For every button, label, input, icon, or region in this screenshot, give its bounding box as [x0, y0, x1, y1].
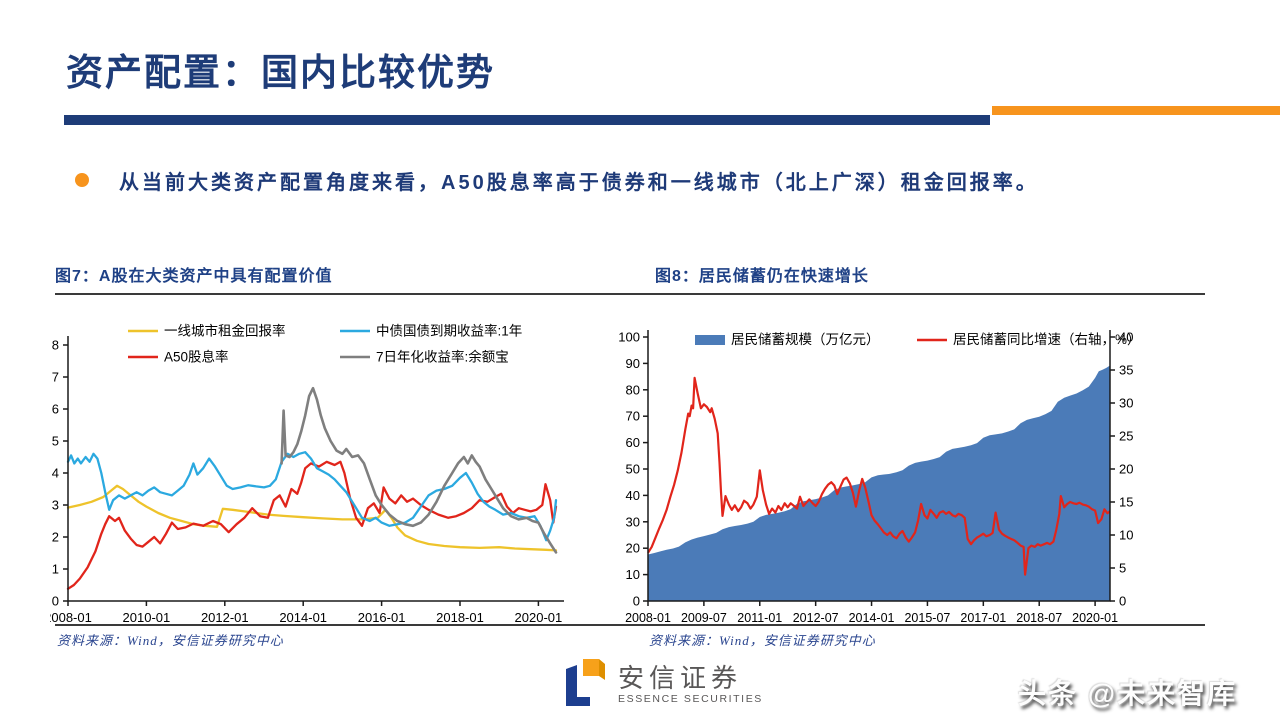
- figure8-caption: 图8：居民储蓄仍在快速增长: [655, 268, 869, 285]
- svg-text:2018-01: 2018-01: [436, 610, 484, 625]
- svg-text:A50股息率: A50股息率: [164, 349, 229, 365]
- svg-text:2010-01: 2010-01: [123, 610, 171, 625]
- svg-text:2012-01: 2012-01: [201, 610, 249, 625]
- svg-text:80: 80: [626, 382, 640, 397]
- svg-text:35: 35: [1119, 363, 1133, 378]
- figure8-area-chart: 0 10 20 30 40 50 60 70 80 90 100 0 5 10 15 20 25 30 35 40 20…: [618, 330, 1141, 626]
- svg-text:5: 5: [1119, 561, 1126, 576]
- svg-text:10: 10: [626, 567, 640, 582]
- figure8-source: 资料来源：Wind，安信证券研究中心: [649, 633, 876, 648]
- svg-text:居民储蓄规模（万亿元）: 居民储蓄规模（万亿元）: [731, 332, 880, 347]
- svg-text:2017-01: 2017-01: [960, 611, 1006, 625]
- svg-text:2020-01: 2020-01: [1072, 611, 1118, 625]
- svg-text:8: 8: [52, 338, 59, 353]
- svg-text:4: 4: [52, 466, 59, 481]
- svg-text:0: 0: [52, 594, 59, 609]
- figures-top-rule: [55, 293, 1205, 295]
- svg-text:15: 15: [1119, 495, 1133, 510]
- svg-text:50: 50: [626, 462, 640, 477]
- svg-text:6: 6: [52, 402, 59, 417]
- svg-text:2020-01: 2020-01: [515, 610, 563, 625]
- svg-text:40: 40: [1119, 330, 1133, 345]
- svg-text:20: 20: [626, 541, 640, 556]
- svg-text:100: 100: [618, 330, 640, 345]
- figure7-line-chart: 0 1 2 3 4 5 6 7 8 2008-01 2010-01 2012-01 2014-01 201…: [50, 323, 564, 625]
- svg-text:2014-01: 2014-01: [849, 611, 895, 625]
- svg-text:2: 2: [52, 530, 59, 545]
- svg-text:30: 30: [1119, 396, 1133, 411]
- svg-text:2015-07: 2015-07: [904, 611, 950, 625]
- svg-text:30: 30: [626, 514, 640, 529]
- svg-text:20: 20: [1119, 462, 1133, 477]
- svg-text:3: 3: [52, 498, 59, 513]
- figures-bottom-rule: [55, 624, 1205, 626]
- svg-text:2008-01: 2008-01: [625, 611, 671, 625]
- svg-text:40: 40: [626, 488, 640, 503]
- essence-logo-icon: [566, 659, 605, 706]
- svg-text:一线城市租金回报率: 一线城市租金回报率: [164, 323, 286, 339]
- figure7-source: 资料来源：Wind，安信证券研究中心: [57, 633, 284, 648]
- svg-text:2014-01: 2014-01: [279, 610, 327, 625]
- svg-text:7日年化收益率:余额宝: 7日年化收益率:余额宝: [376, 349, 509, 365]
- svg-text:2016-01: 2016-01: [358, 610, 406, 625]
- watermark-text: 头条 @未来智库: [1018, 678, 1238, 709]
- svg-text:2009-07: 2009-07: [681, 611, 727, 625]
- svg-text:中债国债到期收益率:1年: 中债国债到期收益率:1年: [376, 323, 522, 339]
- svg-text:7: 7: [52, 370, 59, 385]
- title-underline-blue-bar: [64, 115, 990, 125]
- svg-text:居民储蓄同比增速（右轴，%）: 居民储蓄同比增速（右轴，%）: [953, 332, 1141, 347]
- svg-text:10: 10: [1119, 528, 1133, 543]
- essence-securities-logo: 安信证券 ESSENCE SECURITIES: [564, 658, 763, 710]
- svg-text:0: 0: [633, 594, 640, 609]
- svg-text:0: 0: [1119, 594, 1126, 609]
- bullet-text: 从当前大类资产配置角度来看，A50股息率高于债券和一线城市（北上广深）租金回报率…: [119, 172, 1039, 194]
- bullet-icon: [75, 173, 89, 187]
- title-underline-orange-bar: [992, 106, 1280, 115]
- svg-text:25: 25: [1119, 429, 1133, 444]
- figure7-caption: 图7：A股在大类资产中具有配置价值: [55, 268, 333, 285]
- svg-text:5: 5: [52, 434, 59, 449]
- logo-text-en: ESSENCE SECURITIES: [618, 692, 763, 705]
- svg-text:2011-01: 2011-01: [737, 611, 782, 625]
- logo-text-cn: 安信证券: [618, 662, 743, 693]
- svg-text:2012-07: 2012-07: [793, 611, 839, 625]
- svg-text:2018-07: 2018-07: [1016, 611, 1062, 625]
- svg-text:90: 90: [626, 356, 640, 371]
- svg-text:2008-01: 2008-01: [50, 610, 92, 625]
- svg-text:1: 1: [52, 562, 59, 577]
- svg-text:60: 60: [626, 435, 640, 450]
- svg-text:70: 70: [626, 409, 640, 424]
- page-title: 资产配置：国内比较优势: [66, 52, 495, 93]
